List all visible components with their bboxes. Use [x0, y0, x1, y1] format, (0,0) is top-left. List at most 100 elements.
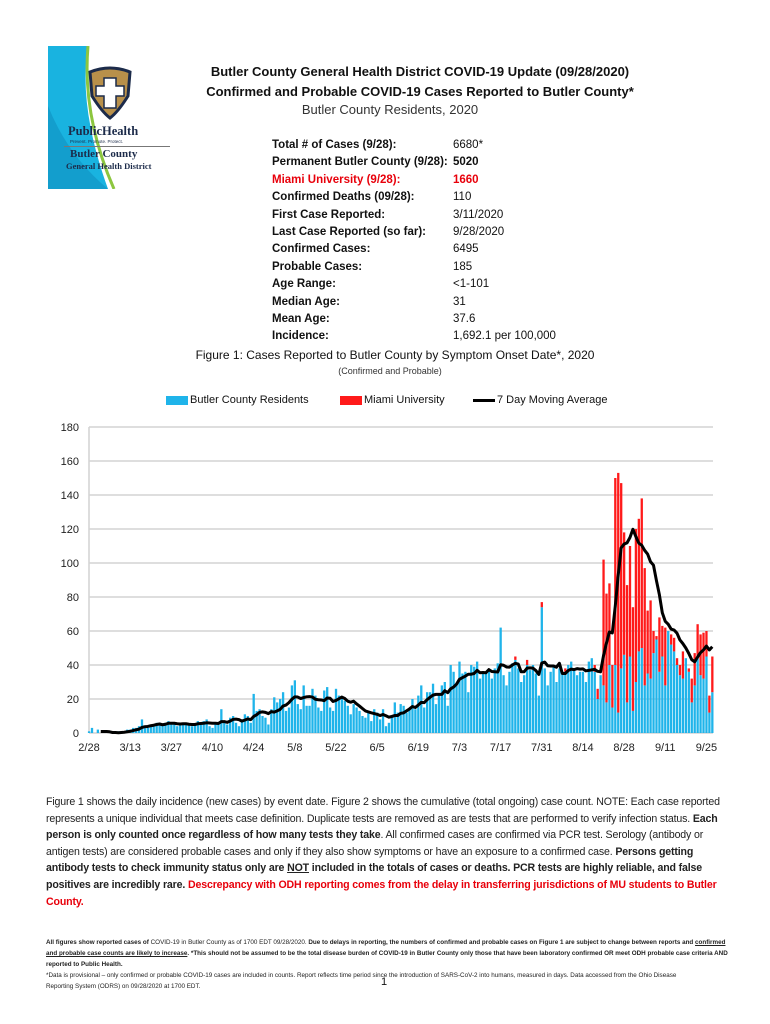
legend-average: 7 Day Moving Average: [473, 392, 607, 408]
y-tick-label: 120: [61, 524, 79, 536]
bar-residents: [240, 719, 244, 733]
bar-residents: [505, 685, 508, 733]
bar-residents: [667, 631, 670, 733]
bar-miami: [614, 478, 617, 665]
bar-residents: [252, 693, 255, 733]
bar-residents: [681, 678, 685, 733]
y-tick-label: 160: [61, 456, 79, 468]
bar-residents: [196, 721, 199, 733]
y-tick-label: 180: [61, 422, 79, 434]
legend-swatch-residents: [166, 395, 188, 405]
bar-miami: [708, 695, 711, 713]
stat-value: 9/28/2020: [453, 225, 505, 238]
bar-residents: [355, 707, 358, 733]
bar-residents: [699, 675, 702, 733]
bar-residents: [617, 712, 620, 733]
bar-residents: [475, 661, 479, 733]
bar-miami: [661, 625, 664, 657]
bar-residents: [340, 699, 344, 733]
bar-miami: [690, 678, 693, 703]
x-tick-label: 9/25: [696, 742, 717, 754]
bar-residents: [261, 716, 264, 733]
bar-residents: [370, 721, 373, 733]
bar-residents: [273, 697, 276, 733]
legend-swatch-miami: [340, 395, 362, 405]
y-tick-label: 60: [67, 626, 79, 638]
bar-residents: [367, 712, 370, 733]
bar-residents: [408, 709, 411, 733]
footnote-1a: All figures show reported cases of: [46, 939, 151, 946]
bar-residents: [381, 709, 385, 733]
bar-residents: [437, 695, 441, 733]
bar-residents: [552, 665, 555, 733]
bar-residents: [270, 709, 273, 733]
bar-miami: [693, 653, 696, 686]
bar-residents: [184, 722, 188, 733]
stat-label: Permanent Butler County (9/28):: [272, 156, 448, 169]
x-tick-label: 6/19: [408, 742, 429, 754]
bar-residents: [611, 707, 614, 733]
footnote-1b: COVID-19 in Butler County as of 1700 EDT…: [150, 939, 309, 946]
bar-residents: [690, 702, 693, 733]
bar-residents: [205, 719, 208, 733]
bar-miami: [628, 546, 632, 657]
footnote-1: All figures show reported cases of COVID…: [46, 937, 736, 970]
bar-residents: [520, 682, 523, 733]
bar-residents: [511, 663, 514, 733]
bar-residents: [534, 673, 538, 733]
bar-miami: [637, 518, 640, 652]
bar-residents: [390, 716, 394, 733]
legend-residents: Butler County Residents: [166, 392, 309, 408]
bar-residents: [599, 675, 602, 733]
bar-residents: [493, 668, 496, 733]
bar-residents: [711, 692, 714, 733]
x-tick-label: 9/11: [655, 742, 676, 754]
bar-residents: [502, 675, 505, 733]
bar-miami: [646, 610, 649, 674]
bar-residents: [449, 665, 452, 733]
logo-graphic: [48, 46, 132, 189]
bar-residents: [537, 695, 541, 733]
bar-residents: [179, 724, 182, 733]
bar-residents: [343, 700, 346, 733]
bar-residents: [208, 726, 211, 733]
bar-residents: [170, 724, 173, 733]
bar-miami: [670, 634, 673, 645]
bar-residents: [555, 682, 558, 733]
bar-residents: [176, 726, 179, 733]
bar-residents: [570, 661, 573, 733]
bar-residents: [596, 699, 599, 733]
chart-figure-1: 0 20 40 60 80 100 120 140 160 180 2/28 3/13 3/27 4/10…: [61, 422, 717, 754]
bar-residents: [608, 665, 611, 733]
bar-residents: [678, 675, 682, 733]
bar-residents: [314, 695, 317, 733]
bar-residents: [231, 716, 235, 733]
bar-residents: [193, 724, 197, 733]
stat-row: Total # of Cases (9/28): 6680*: [272, 137, 602, 154]
bar-residents: [655, 639, 658, 733]
stat-row: Permanent Butler County (9/28): 5020: [272, 154, 602, 171]
explanation-paragraph: Figure 1 shows the daily incidence (new …: [46, 794, 736, 910]
bar-residents: [279, 699, 282, 733]
bar-miami: [696, 624, 699, 659]
bar-residents: [549, 671, 552, 733]
bar-residents: [573, 668, 576, 733]
bar-residents: [187, 724, 191, 733]
bar-residents: [643, 685, 646, 733]
bar-miami: [681, 651, 685, 679]
bar-residents: [664, 685, 667, 733]
bar-residents: [323, 690, 326, 733]
stat-value: 5020: [453, 156, 479, 169]
stat-value: <1-101: [453, 278, 490, 291]
bar-residents: [378, 719, 382, 733]
bar-miami: [596, 688, 599, 699]
bar-residents: [490, 678, 493, 733]
bar-residents: [443, 682, 446, 733]
bar-residents: [458, 661, 461, 733]
bar-residents: [393, 702, 396, 733]
bar-residents: [229, 717, 232, 733]
bar-residents: [161, 724, 164, 733]
bar-residents: [396, 712, 399, 733]
bar-residents: [181, 722, 185, 733]
